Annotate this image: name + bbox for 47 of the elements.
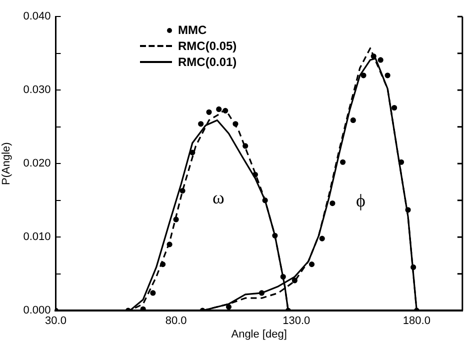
point xyxy=(180,188,186,194)
y-axis-title: P(Angle) xyxy=(0,142,13,185)
annotation: ω xyxy=(212,188,224,208)
point xyxy=(206,109,212,115)
point xyxy=(242,143,248,149)
point xyxy=(405,207,411,213)
point xyxy=(340,159,346,165)
point xyxy=(308,261,315,268)
y-tick-label: 0.030 xyxy=(23,84,51,96)
legend-label: MMC xyxy=(178,22,207,38)
x-tick-label: 130.0 xyxy=(282,315,310,328)
point xyxy=(258,290,265,296)
point xyxy=(173,216,179,222)
point xyxy=(292,278,298,284)
point xyxy=(226,304,232,310)
point xyxy=(360,72,366,78)
point xyxy=(330,200,336,206)
point xyxy=(150,290,156,296)
y-tick-label: 0.000 xyxy=(23,304,51,317)
x-tick-label: 80.0 xyxy=(165,315,187,328)
point xyxy=(392,104,398,111)
point xyxy=(190,150,196,156)
legend-label: RMC(0.01) xyxy=(178,54,237,70)
point xyxy=(222,108,228,114)
y-tick-label: 0.010 xyxy=(23,231,51,244)
x-axis-title: Angle [deg] xyxy=(231,328,287,340)
point xyxy=(410,264,416,270)
point xyxy=(160,261,166,268)
y-tick-label: 0.020 xyxy=(23,158,51,170)
point xyxy=(198,121,204,127)
point xyxy=(262,198,268,204)
point xyxy=(378,57,384,63)
point xyxy=(384,72,390,78)
point xyxy=(280,274,286,280)
point xyxy=(232,121,238,127)
point xyxy=(252,172,258,178)
point xyxy=(272,232,278,238)
point xyxy=(370,53,376,60)
point xyxy=(216,106,222,112)
annotation: ϕ xyxy=(356,190,366,211)
point xyxy=(319,236,325,242)
x-tick-label: 180.0 xyxy=(402,315,430,328)
point xyxy=(350,117,356,124)
x-tick-label: 30.0 xyxy=(45,315,66,328)
y-tick-label: 0.040 xyxy=(23,10,51,23)
legend-label: RMC(0.05) xyxy=(178,38,237,54)
point xyxy=(166,242,172,248)
